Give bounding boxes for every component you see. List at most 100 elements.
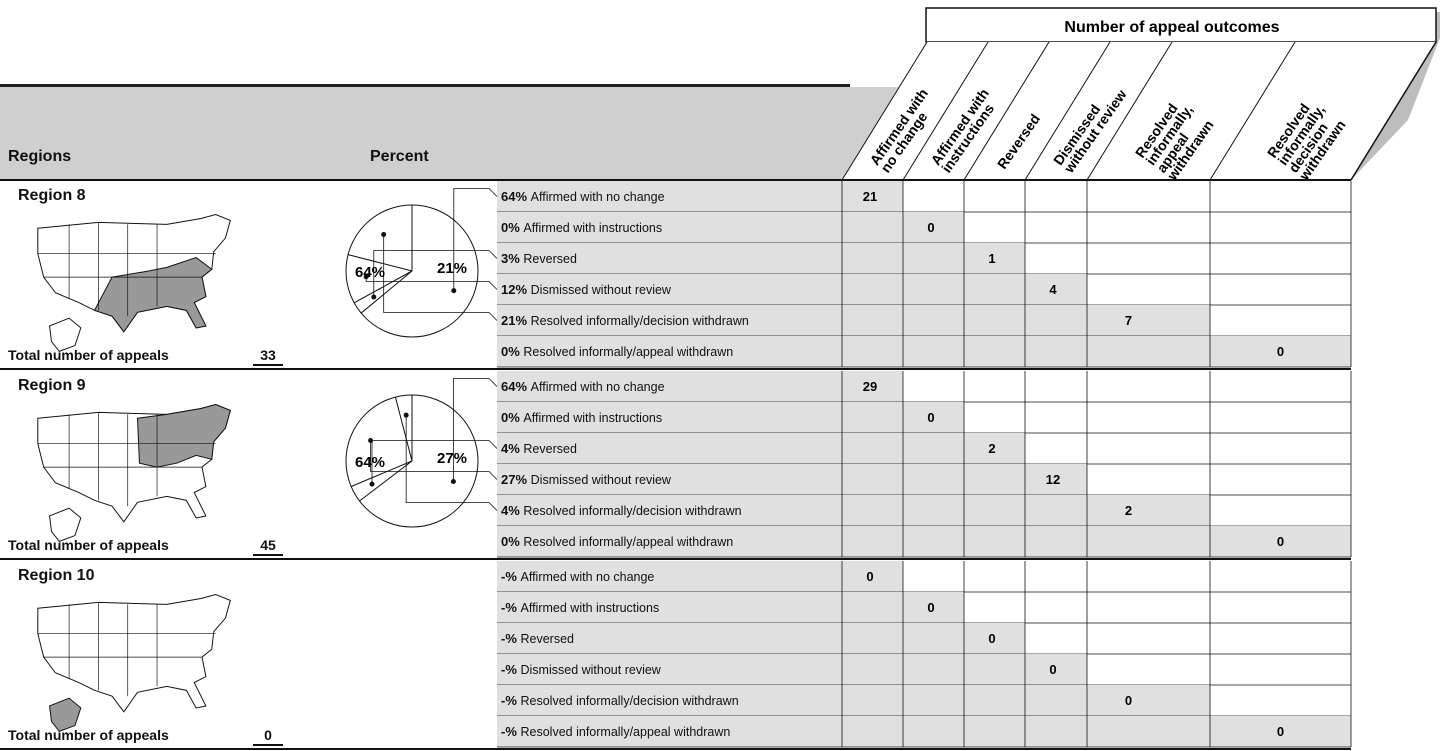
outcome-value: 29: [863, 379, 877, 394]
outcome-percent: 64%: [501, 379, 531, 394]
outcome-label-text: Resolved informally/decision withdrawn: [520, 694, 739, 708]
row-band: [497, 623, 1025, 654]
total-appeals-label: Total number of appeals: [8, 727, 169, 743]
row-band: [497, 433, 1025, 464]
total-appeals-value: 45: [253, 537, 283, 556]
outcome-value: 1: [988, 251, 995, 266]
outcome-value: 0: [866, 569, 873, 584]
outcome-label-text: Affirmed with no change: [530, 380, 665, 394]
outcome-row-label: 64% Affirmed with no change: [501, 189, 665, 204]
row-band: [497, 654, 1087, 685]
outcome-row-label: 3% Reversed: [501, 251, 577, 266]
region-title: Region 9: [18, 377, 86, 394]
outcome-value: 0: [927, 410, 934, 425]
outcome-label-text: Resolved informally/appeal withdrawn: [523, 535, 734, 549]
outcome-row-label: 12% Dismissed without review: [501, 282, 671, 297]
outcome-label-text: Affirmed with no change: [530, 190, 665, 204]
pie-slice-edge: [347, 254, 413, 272]
outcome-value: 21: [863, 189, 877, 204]
pie-label-minor: 21%: [437, 260, 467, 277]
outcome-label-text: Affirmed with instructions: [523, 221, 663, 235]
pie-leader-line: [383, 234, 498, 321]
pie-chart: 64% 27%: [345, 378, 498, 528]
pie-slice-edge: [353, 270, 413, 304]
outcome-value: 7: [1125, 313, 1132, 328]
outcome-value: 4: [1049, 282, 1057, 297]
outcome-label-text: Dismissed without review: [530, 473, 671, 487]
pie-label-minor: 27%: [437, 450, 467, 467]
outcome-row-label: 0% Resolved informally/appeal withdrawn: [501, 344, 733, 359]
outcome-percent: 0%: [501, 220, 524, 235]
total-appeals-value: 33: [253, 347, 283, 366]
outcome-label-text: Reversed: [523, 252, 577, 266]
row-band: [497, 592, 964, 623]
outcome-label-text: Affirmed with instructions: [520, 601, 660, 615]
outcome-value: 0: [988, 631, 995, 646]
outcome-percent: 64%: [501, 189, 531, 204]
outcome-label-text: Resolved informally/appeal withdrawn: [520, 725, 731, 739]
outcome-percent: -%: [501, 569, 521, 584]
outcome-row-label: 4% Reversed: [501, 441, 577, 456]
header-divider: [1024, 41, 1111, 181]
outcome-value: 0: [1277, 534, 1284, 549]
regions-header: Regions: [8, 148, 72, 165]
outcome-value: 0: [1277, 724, 1284, 739]
pie-slice-edge: [394, 396, 413, 462]
outcome-label-text: Resolved informally/decision withdrawn: [523, 504, 742, 518]
pie-label-major: 64%: [355, 454, 385, 471]
header-divider: [1209, 41, 1296, 181]
total-appeals-label: Total number of appeals: [8, 537, 169, 553]
row-band: [497, 336, 1351, 367]
header-rule: [0, 84, 850, 87]
outcome-label-text: Resolved informally/decision withdrawn: [530, 314, 749, 328]
row-band: [497, 402, 964, 433]
outcome-row-label: 0% Affirmed with instructions: [501, 410, 662, 425]
outcome-row-label: 27% Dismissed without review: [501, 472, 671, 487]
outcome-row-label: 0% Affirmed with instructions: [501, 220, 662, 235]
outcome-row-label: 21% Resolved informally/decision withdra…: [501, 313, 749, 328]
outcome-value: 0: [1125, 693, 1132, 708]
outcome-label-text: Reversed: [523, 442, 577, 456]
pie-leader-line: [373, 250, 498, 297]
outcome-percent: -%: [501, 724, 521, 739]
header-divider: [1086, 41, 1173, 181]
outcome-row-label: 0% Resolved informally/appeal withdrawn: [501, 534, 733, 549]
pie-leader-line: [453, 188, 498, 291]
outcome-row-label: -% Affirmed with no change: [501, 569, 654, 584]
row-band: [497, 371, 903, 402]
row-band: [497, 464, 1087, 495]
header-divider: [841, 41, 928, 181]
outcome-percent: 4%: [501, 441, 524, 456]
outcome-row-label: -% Resolved informally/appeal withdrawn: [501, 724, 730, 739]
header-right-edge: [1350, 41, 1437, 181]
outcome-percent: 0%: [501, 410, 524, 425]
row-band: [497, 685, 1210, 716]
outcome-value: 0: [927, 220, 934, 235]
header-divider: [902, 41, 989, 181]
outcome-percent: 0%: [501, 344, 524, 359]
us-map-icon: [37, 404, 231, 542]
outcome-label-text: Affirmed with instructions: [523, 411, 663, 425]
pie-chart: 64% 21%: [345, 188, 498, 338]
outcome-row-label: -% Resolved informally/decision withdraw…: [501, 693, 739, 708]
outcome-value: 0: [1049, 662, 1056, 677]
outcome-percent: 12%: [501, 282, 531, 297]
outcome-percent: -%: [501, 662, 521, 677]
us-map-icon: [37, 214, 231, 352]
outcomes-title: Number of appeal outcomes: [1064, 19, 1279, 36]
outcome-percent: 27%: [501, 472, 531, 487]
pie-slice-edge: [350, 460, 413, 487]
total-appeals-label: Total number of appeals: [8, 347, 169, 363]
outcome-value: 0: [1277, 344, 1284, 359]
outcome-percent: -%: [501, 693, 521, 708]
pie-leader-line: [365, 276, 498, 290]
us-map-icon: [37, 594, 231, 732]
outcome-percent: 4%: [501, 503, 524, 518]
header-divider: [963, 41, 1050, 181]
outcome-value: 0: [927, 600, 934, 615]
outcome-percent: 21%: [501, 313, 531, 328]
outcome-percent: 3%: [501, 251, 524, 266]
row-band: [497, 243, 1025, 274]
row-band: [497, 305, 1210, 336]
